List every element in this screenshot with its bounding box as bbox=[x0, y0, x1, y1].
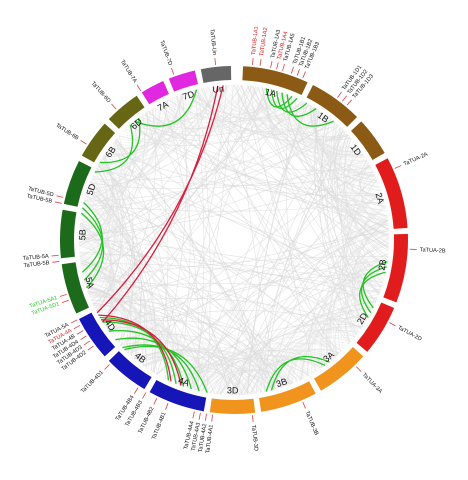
gene-tick bbox=[62, 300, 69, 302]
gene-tick bbox=[303, 72, 306, 78]
gene-tick bbox=[154, 398, 157, 404]
gene-tick bbox=[199, 413, 200, 420]
gene-tick bbox=[88, 346, 94, 350]
gene-label: TaTUB-4B1 bbox=[151, 412, 167, 441]
gene-tick bbox=[260, 59, 261, 66]
gene-label: TaTUB-4B2 bbox=[138, 406, 156, 435]
gene-tick bbox=[252, 58, 253, 65]
background-synteny-links bbox=[79, 85, 389, 395]
gene-tick bbox=[77, 331, 83, 335]
gene-tick bbox=[165, 403, 168, 409]
gene-tick bbox=[52, 261, 59, 262]
gene-tick bbox=[60, 294, 67, 296]
gene-label: TaTUB-Un bbox=[208, 29, 217, 56]
chromosome-label: 3D bbox=[227, 385, 239, 395]
gene-tick bbox=[81, 140, 87, 144]
gene-tick bbox=[193, 411, 195, 418]
chromosome-label: 2B bbox=[376, 259, 388, 272]
gene-label: TaTUB-4D1 bbox=[80, 370, 105, 395]
gene-tick bbox=[277, 62, 279, 69]
gene-label: TaTUB-7A bbox=[119, 59, 138, 84]
gene-tick bbox=[55, 202, 62, 203]
gene-tick bbox=[105, 364, 110, 369]
gene-label: TaTUB-1A2 bbox=[259, 27, 269, 56]
gene-label: TaTUB-1A1 bbox=[251, 26, 260, 55]
gene-tick bbox=[71, 320, 77, 323]
gene-tick bbox=[271, 61, 272, 68]
chromosome-un bbox=[201, 66, 231, 83]
gene-label: TaTUB-3B bbox=[303, 410, 319, 436]
gene-tick bbox=[389, 323, 395, 326]
gene-tick bbox=[297, 69, 300, 76]
gene-tick bbox=[252, 415, 253, 422]
chromosome-label: 1A bbox=[264, 87, 277, 99]
gene-label: TaTUA-3A bbox=[361, 372, 383, 395]
gene-tick bbox=[143, 392, 147, 398]
gene-tick bbox=[56, 196, 63, 198]
gene-tick bbox=[84, 341, 90, 345]
gene-tick bbox=[74, 325, 80, 328]
gene-tick bbox=[52, 255, 59, 256]
gene-tick bbox=[134, 388, 138, 394]
gene-tick bbox=[112, 104, 117, 109]
gene-tick bbox=[291, 67, 293, 74]
gene-tick bbox=[303, 402, 306, 408]
chromosome-label: Un bbox=[212, 84, 224, 95]
gene-tick bbox=[137, 85, 141, 91]
gene-tick bbox=[342, 96, 346, 102]
chromosome-label: 5B bbox=[77, 229, 87, 240]
gene-label: TaTUB-6B bbox=[54, 123, 79, 142]
gene-label: TaTUB-3D bbox=[250, 425, 259, 452]
gene-tick bbox=[283, 64, 285, 71]
gene-label: TaTUA-2D bbox=[397, 325, 423, 343]
gene-tick bbox=[171, 68, 173, 75]
chromosome-5b bbox=[60, 210, 76, 258]
gene-tick bbox=[337, 92, 341, 98]
gene-tick bbox=[205, 414, 206, 421]
gene-label: TaTUA-2A bbox=[403, 151, 429, 167]
gene-label: TaTUB-6D bbox=[89, 81, 111, 104]
gene-tick bbox=[81, 336, 87, 340]
gene-tick bbox=[215, 58, 216, 65]
gene-tick bbox=[395, 166, 401, 169]
gene-tick bbox=[347, 100, 351, 105]
gene-label: TaTUB-7D bbox=[158, 40, 173, 67]
gene-label: TaTUA-2B bbox=[420, 247, 446, 254]
gene-tick bbox=[212, 415, 213, 422]
gene-tick bbox=[356, 367, 361, 372]
chromosome-3d bbox=[210, 398, 255, 414]
